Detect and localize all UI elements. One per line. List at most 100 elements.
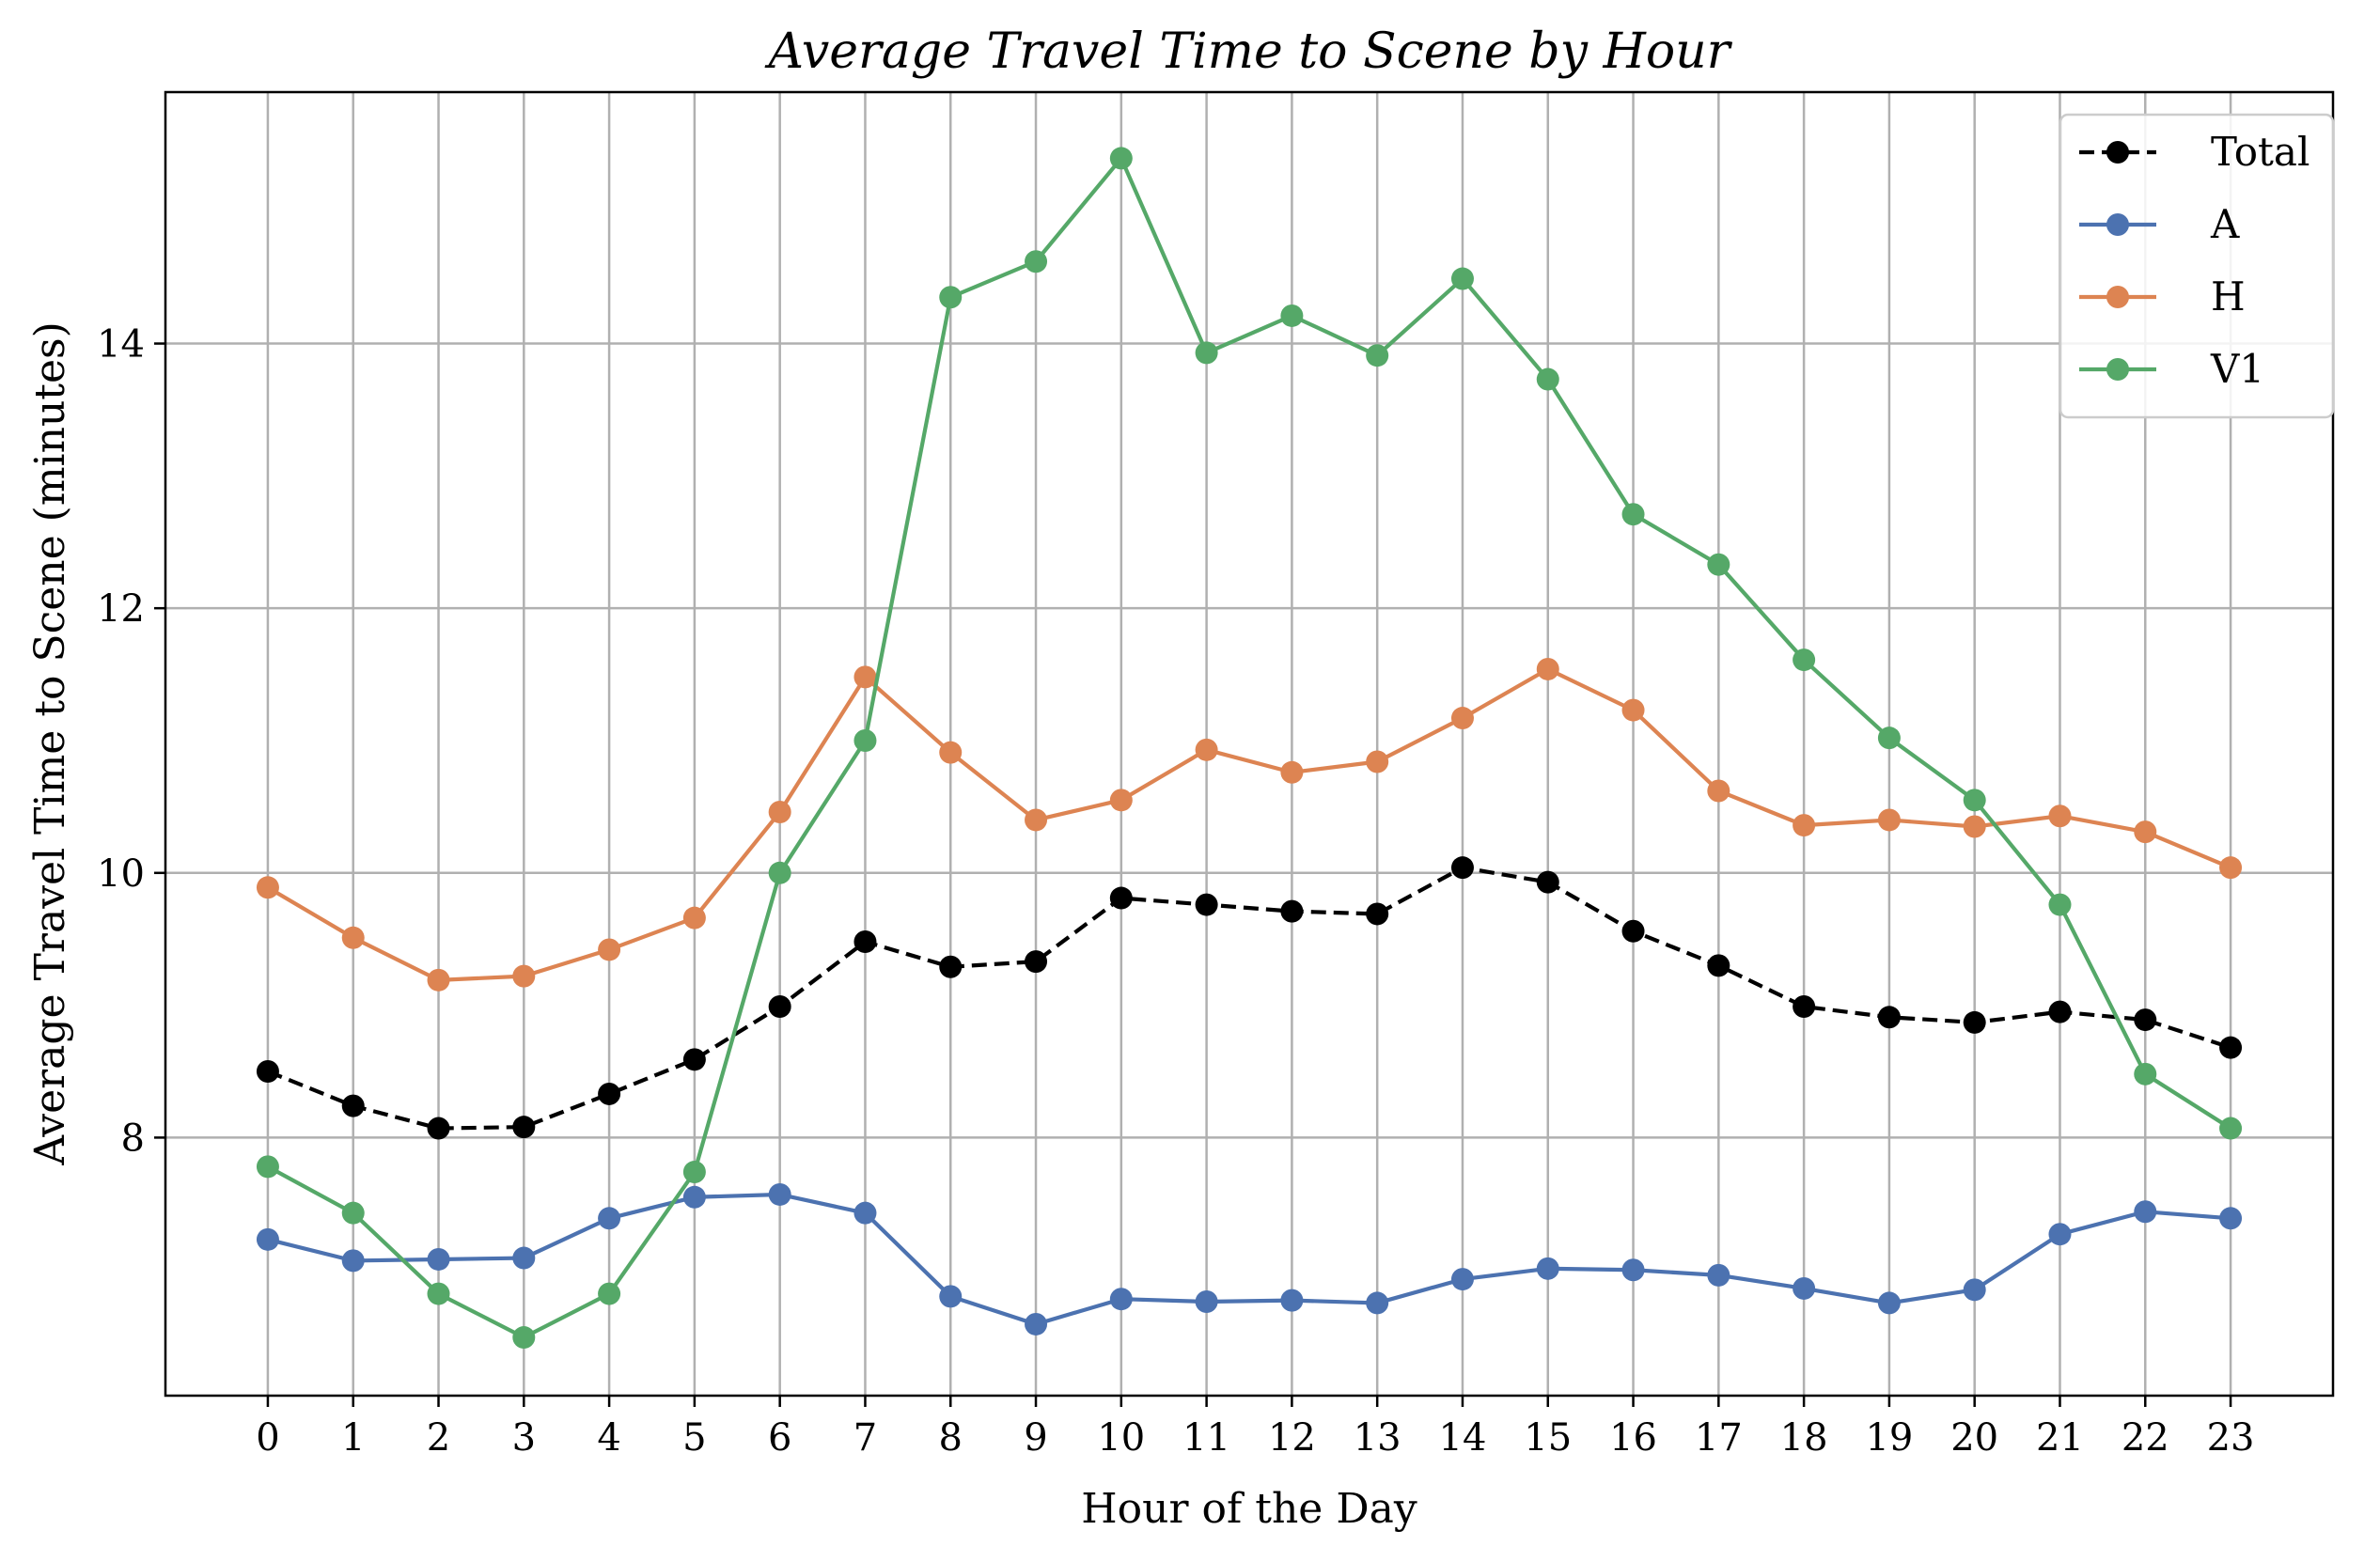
x-tick-label: 13 <box>1354 1416 1401 1460</box>
x-tick-label: 3 <box>512 1416 536 1460</box>
x-tick-label: 6 <box>768 1416 791 1460</box>
data-point-a <box>1195 1290 1218 1314</box>
data-point-a <box>2219 1207 2243 1230</box>
data-point-h <box>853 665 877 689</box>
data-point-a <box>2048 1223 2072 1246</box>
legend-swatch-marker <box>2106 141 2129 164</box>
data-point-h <box>2134 820 2157 844</box>
data-point-v1 <box>1793 648 1816 672</box>
data-point-total <box>768 995 791 1019</box>
data-point-total <box>1450 856 1474 880</box>
data-point-v1 <box>853 728 877 752</box>
series-h <box>256 657 2243 992</box>
data-point-v1 <box>1366 344 1389 367</box>
data-point-v1 <box>1963 789 1986 812</box>
series-a <box>256 1182 2243 1336</box>
data-point-h <box>1025 808 1048 832</box>
data-point-a <box>853 1201 877 1225</box>
data-point-a <box>427 1247 450 1271</box>
data-point-v1 <box>1109 147 1133 170</box>
series-total <box>256 856 2243 1140</box>
data-point-v1 <box>1707 553 1730 576</box>
legend-entry-total: Total <box>2079 129 2310 175</box>
x-tick-label: 16 <box>1609 1416 1657 1460</box>
legend-entry-h: H <box>2079 273 2246 320</box>
data-point-v1 <box>512 1326 536 1350</box>
series-line-v1 <box>266 156 2232 1340</box>
legend-swatch-marker <box>2106 213 2129 236</box>
data-point-a <box>1621 1258 1645 1282</box>
data-point-h <box>1366 750 1389 773</box>
x-tick-label: 17 <box>1695 1416 1743 1460</box>
legend-box <box>2059 113 2335 419</box>
y-tick-label: 12 <box>97 587 145 631</box>
data-point-total <box>1877 1006 1901 1029</box>
data-point-h <box>939 741 963 764</box>
data-point-h <box>598 938 621 961</box>
data-point-total <box>341 1094 365 1117</box>
x-tick-label: 14 <box>1439 1416 1487 1460</box>
x-axis-label: Hour of the Day <box>1081 1485 1417 1533</box>
y-tick-label: 10 <box>97 852 145 896</box>
data-point-v1 <box>1877 726 1901 750</box>
data-point-h <box>341 926 365 949</box>
data-point-total <box>1707 954 1730 977</box>
data-point-total <box>1280 899 1304 923</box>
data-point-total <box>682 1048 706 1071</box>
data-point-v1 <box>768 861 791 884</box>
data-point-a <box>1707 1263 1730 1287</box>
series-line-a <box>267 1192 2231 1327</box>
data-point-a <box>768 1182 791 1206</box>
data-point-v1 <box>682 1161 706 1184</box>
data-point-h <box>1877 808 1901 832</box>
data-point-h <box>1450 707 1474 730</box>
data-point-a <box>512 1246 536 1270</box>
x-tick-label: 20 <box>1950 1416 1998 1460</box>
x-tick-label: 5 <box>682 1416 706 1460</box>
series-lines <box>256 147 2243 1350</box>
legend-entry-v1: V1 <box>2079 346 2264 392</box>
data-point-a <box>1109 1288 1133 1311</box>
data-point-v1 <box>1195 341 1218 365</box>
data-point-a <box>1963 1278 1986 1302</box>
data-point-total <box>2048 1000 2072 1023</box>
data-point-total <box>512 1116 536 1139</box>
data-point-total <box>1621 919 1645 943</box>
data-point-a <box>939 1285 963 1308</box>
data-point-h <box>1536 657 1559 680</box>
data-point-total <box>939 955 963 978</box>
data-point-total <box>2219 1036 2243 1059</box>
y-tick-label: 14 <box>97 323 145 367</box>
data-point-a <box>1793 1276 1816 1300</box>
data-point-v1 <box>1621 503 1645 526</box>
data-point-v1 <box>1450 267 1474 290</box>
data-point-h <box>1707 779 1730 803</box>
data-point-a <box>1025 1312 1048 1336</box>
x-tick-label: 7 <box>853 1416 877 1460</box>
data-point-v1 <box>256 1155 279 1179</box>
data-point-a <box>1877 1291 1901 1315</box>
data-point-a <box>2134 1200 2157 1224</box>
legend: Total AH V1 <box>2059 113 2335 419</box>
x-tick-label: 1 <box>341 1416 365 1460</box>
x-tick-label: 23 <box>2207 1416 2255 1460</box>
data-point-v1 <box>427 1282 450 1305</box>
data-point-h <box>512 964 536 988</box>
x-tick-label: 11 <box>1182 1416 1230 1460</box>
data-point-v1 <box>2134 1062 2157 1086</box>
legend-label: H <box>2211 273 2246 320</box>
data-point-a <box>256 1227 279 1251</box>
data-point-total <box>1366 902 1389 926</box>
data-point-v1 <box>1025 250 1048 273</box>
data-point-h <box>1109 789 1133 812</box>
data-point-v1 <box>341 1201 365 1225</box>
data-point-v1 <box>939 286 963 309</box>
x-tick-label: 0 <box>256 1416 279 1460</box>
x-tick-label: 9 <box>1024 1416 1047 1460</box>
data-point-v1 <box>2219 1117 2243 1140</box>
x-tick-label: 12 <box>1268 1416 1316 1460</box>
legend-swatch-marker <box>2106 358 2129 381</box>
data-point-h <box>1621 698 1645 722</box>
data-point-a <box>1366 1291 1389 1315</box>
data-point-total <box>853 930 877 954</box>
